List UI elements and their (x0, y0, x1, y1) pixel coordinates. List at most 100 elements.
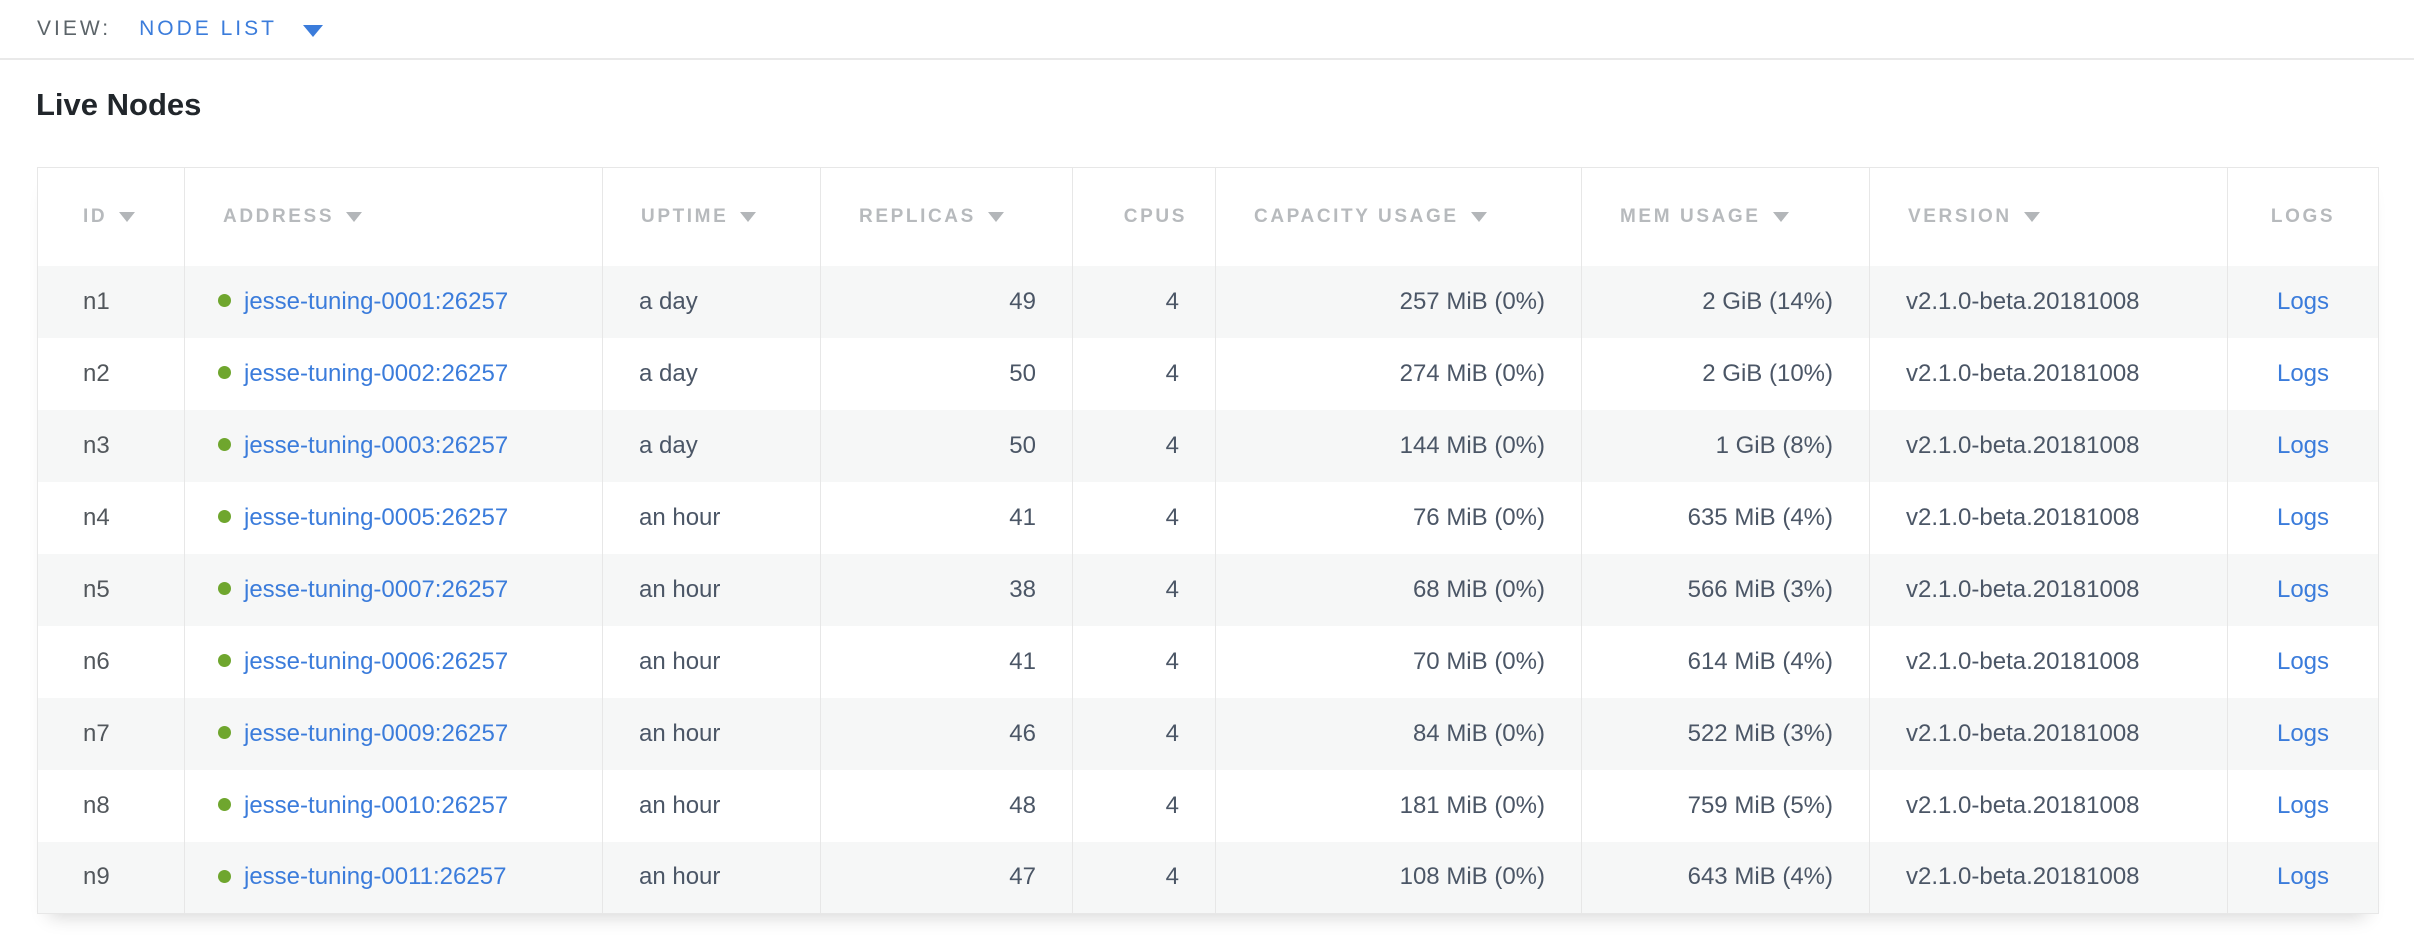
table-row: n4 jesse-tuning-0005:26257 an hour 41 4 76 Mi… (37, 481, 2379, 554)
table-row: n7 jesse-tuning-0009:26257 an hour 46 4 84 Mi… (37, 697, 2379, 770)
cell-capacity: 84 MiB (0%) (1215, 697, 1582, 770)
cell-capacity: 76 MiB (0%) (1215, 481, 1582, 554)
table-row: n3 jesse-tuning-0003:26257 a day 50 4 144 MiB… (37, 409, 2379, 482)
cell-address: jesse-tuning-0001:26257 (184, 265, 603, 338)
table-row: n8 jesse-tuning-0010:26257 an hour 48 4 181 M… (37, 769, 2379, 842)
logs-link[interactable]: Logs (2276, 719, 2330, 747)
cell-capacity: 144 MiB (0%) (1215, 409, 1582, 482)
logs-link[interactable]: Logs (2276, 287, 2330, 315)
address-link[interactable]: jesse-tuning-0002:26257 (244, 359, 509, 387)
address-link[interactable]: jesse-tuning-0001:26257 (244, 287, 509, 315)
cell-mem: 522 MiB (3%) (1581, 697, 1870, 770)
cell-uptime: an hour (602, 769, 821, 842)
logs-link[interactable]: Logs (2276, 791, 2330, 819)
address-link[interactable]: jesse-tuning-0010:26257 (244, 791, 509, 819)
logs-link[interactable]: Logs (2276, 647, 2330, 675)
cell-capacity: 257 MiB (0%) (1215, 265, 1582, 338)
cell-address: jesse-tuning-0003:26257 (184, 409, 603, 482)
column-header-label: LOGS (2270, 205, 2336, 227)
cell-version: v2.1.0-beta.20181008 (1869, 481, 2228, 554)
view-bar: VIEW: NODE LIST (0, 0, 2414, 60)
cell-cpus: 4 (1072, 625, 1216, 698)
page-title: Live Nodes (36, 87, 202, 122)
cell-replicas: 38 (820, 553, 1073, 626)
column-header-cpus: CPUS (1072, 167, 1216, 266)
column-header-replicas[interactable]: REPLICAS (820, 167, 1073, 266)
node-live-status-icon (218, 869, 231, 883)
sort-arrow-icon (987, 211, 1004, 222)
cell-address: jesse-tuning-0006:26257 (184, 625, 603, 698)
sort-arrow-icon (1772, 211, 1789, 222)
cell-uptime: an hour (602, 481, 821, 554)
logs-link[interactable]: Logs (2276, 359, 2330, 387)
cell-mem: 1 GiB (8%) (1581, 409, 1870, 482)
logs-link[interactable]: Logs (2276, 863, 2330, 891)
node-live-status-icon (218, 726, 231, 740)
cell-replicas: 47 (820, 841, 1073, 914)
cell-address: jesse-tuning-0009:26257 (184, 697, 603, 770)
cell-uptime: a day (602, 265, 821, 338)
table-row: n2 jesse-tuning-0002:26257 a day 50 4 274 MiB… (37, 337, 2379, 410)
node-live-status-icon (218, 438, 231, 452)
column-header-label: MEM USAGE (1620, 205, 1761, 227)
chevron-down-icon (302, 24, 323, 37)
cell-cpus: 4 (1072, 697, 1216, 770)
cell-cpus: 4 (1072, 481, 1216, 554)
node-live-status-icon (218, 582, 231, 596)
cell-uptime: a day (602, 337, 821, 410)
cell-cpus: 4 (1072, 409, 1216, 482)
cell-address: jesse-tuning-0010:26257 (184, 769, 603, 842)
cell-uptime: an hour (602, 625, 821, 698)
cell-id: n4 (37, 481, 185, 554)
cell-cpus: 4 (1072, 553, 1216, 626)
column-header-mem[interactable]: MEM USAGE (1581, 167, 1870, 266)
column-header-version[interactable]: VERSION (1869, 167, 2228, 266)
sort-arrow-icon (2023, 211, 2040, 222)
address-link[interactable]: jesse-tuning-0006:26257 (244, 647, 509, 675)
address-link[interactable]: jesse-tuning-0005:26257 (244, 503, 509, 531)
view-mode-dropdown[interactable]: NODE LIST (139, 17, 323, 41)
address-link[interactable]: jesse-tuning-0011:26257 (244, 863, 507, 891)
cell-mem: 566 MiB (3%) (1581, 553, 1870, 626)
cell-uptime: an hour (602, 841, 821, 914)
column-header-label: ADDRESS (223, 205, 335, 227)
cell-mem: 614 MiB (4%) (1581, 625, 1870, 698)
table-row: n5 jesse-tuning-0007:26257 an hour 38 4 68 Mi… (37, 553, 2379, 626)
cell-address: jesse-tuning-0005:26257 (184, 481, 603, 554)
cell-cpus: 4 (1072, 337, 1216, 410)
column-header-label: UPTIME (641, 205, 729, 227)
sort-arrow-icon (346, 211, 363, 222)
logs-link[interactable]: Logs (2276, 575, 2330, 603)
column-header-capacity[interactable]: CAPACITY USAGE (1215, 167, 1582, 266)
address-link[interactable]: jesse-tuning-0007:26257 (244, 575, 509, 603)
node-live-status-icon (218, 510, 231, 524)
column-header-label: VERSION (1908, 205, 2012, 227)
view-dropdown-value: NODE LIST (139, 17, 277, 40)
cell-cpus: 4 (1072, 769, 1216, 842)
cell-capacity: 181 MiB (0%) (1215, 769, 1582, 842)
logs-link[interactable]: Logs (2276, 431, 2330, 459)
cell-uptime: a day (602, 409, 821, 482)
cell-version: v2.1.0-beta.20181008 (1869, 841, 2228, 914)
logs-link[interactable]: Logs (2276, 503, 2330, 531)
column-header-uptime[interactable]: UPTIME (602, 167, 821, 266)
cell-id: n7 (37, 697, 185, 770)
cell-address: jesse-tuning-0007:26257 (184, 553, 603, 626)
cell-version: v2.1.0-beta.20181008 (1869, 337, 2228, 410)
node-live-status-icon (218, 654, 231, 668)
column-header-address[interactable]: ADDRESS (184, 167, 603, 266)
cell-replicas: 50 (820, 337, 1073, 410)
address-link[interactable]: jesse-tuning-0003:26257 (244, 431, 509, 459)
cell-logs: Logs (2227, 553, 2379, 626)
address-link[interactable]: jesse-tuning-0009:26257 (244, 719, 509, 747)
cell-capacity: 274 MiB (0%) (1215, 337, 1582, 410)
cell-logs: Logs (2227, 841, 2379, 914)
column-header-id[interactable]: ID (37, 167, 185, 266)
cell-address: jesse-tuning-0002:26257 (184, 337, 603, 410)
column-header-label: REPLICAS (859, 205, 976, 227)
cell-capacity: 70 MiB (0%) (1215, 625, 1582, 698)
cell-cpus: 4 (1072, 841, 1216, 914)
cell-mem: 2 GiB (14%) (1581, 265, 1870, 338)
cell-version: v2.1.0-beta.20181008 (1869, 265, 2228, 338)
cell-replicas: 49 (820, 265, 1073, 338)
